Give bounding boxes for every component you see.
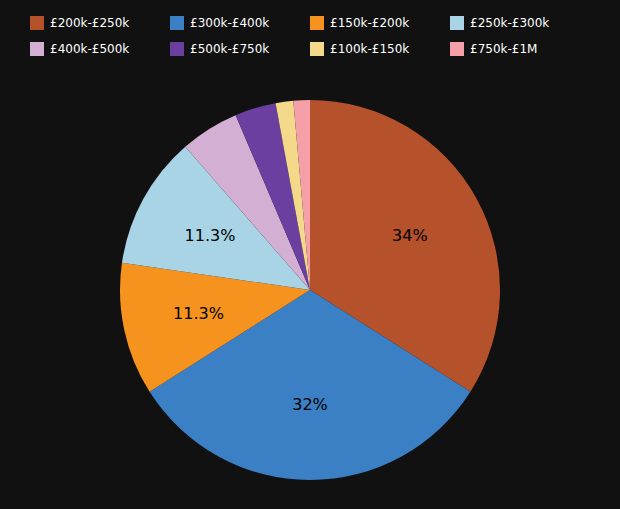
legend-label: £250k-£300k bbox=[470, 16, 549, 30]
legend-item: £250k-£300k bbox=[450, 16, 549, 30]
legend-swatch bbox=[170, 42, 184, 56]
legend-swatch bbox=[310, 16, 324, 30]
legend-swatch bbox=[30, 42, 44, 56]
data-label: 11.3% bbox=[185, 226, 236, 245]
legend-label: £750k-£1M bbox=[470, 42, 537, 56]
legend-item: £400k-£500k bbox=[30, 42, 129, 56]
legend-label: £400k-£500k bbox=[50, 42, 129, 56]
legend-item: £150k-£200k bbox=[310, 16, 409, 30]
legend-item: £100k-£150k bbox=[310, 42, 409, 56]
legend: £200k-£250k £300k-£400k £150k-£200k £250k-£… bbox=[30, 16, 549, 56]
legend-label: £300k-£400k bbox=[190, 16, 269, 30]
legend-item: £500k-£750k bbox=[170, 42, 269, 56]
data-label: 11.3% bbox=[173, 304, 224, 323]
legend-item: £750k-£1M bbox=[450, 42, 537, 56]
chart: £200k-£250k £300k-£400k £150k-£200k £250k-£… bbox=[0, 0, 620, 509]
slice bbox=[150, 290, 471, 480]
slice bbox=[276, 101, 310, 290]
legend-label: £150k-£200k bbox=[330, 16, 409, 30]
legend-swatch bbox=[450, 16, 464, 30]
data-label: 34% bbox=[392, 226, 428, 245]
legend-swatch bbox=[170, 16, 184, 30]
slice bbox=[293, 100, 310, 290]
legend-item: £200k-£250k bbox=[30, 16, 129, 30]
legend-label: £500k-£750k bbox=[190, 42, 269, 56]
pie bbox=[120, 100, 500, 480]
legend-label: £100k-£150k bbox=[330, 42, 409, 56]
legend-swatch bbox=[30, 16, 44, 30]
data-label: 32% bbox=[292, 395, 328, 414]
legend-item: £300k-£400k bbox=[170, 16, 269, 30]
legend-swatch bbox=[310, 42, 324, 56]
data-labels: 34% 32% 11.3% 11.3% bbox=[173, 226, 428, 414]
legend-swatch bbox=[450, 42, 464, 56]
background bbox=[0, 0, 620, 509]
legend-label: £200k-£250k bbox=[50, 16, 129, 30]
